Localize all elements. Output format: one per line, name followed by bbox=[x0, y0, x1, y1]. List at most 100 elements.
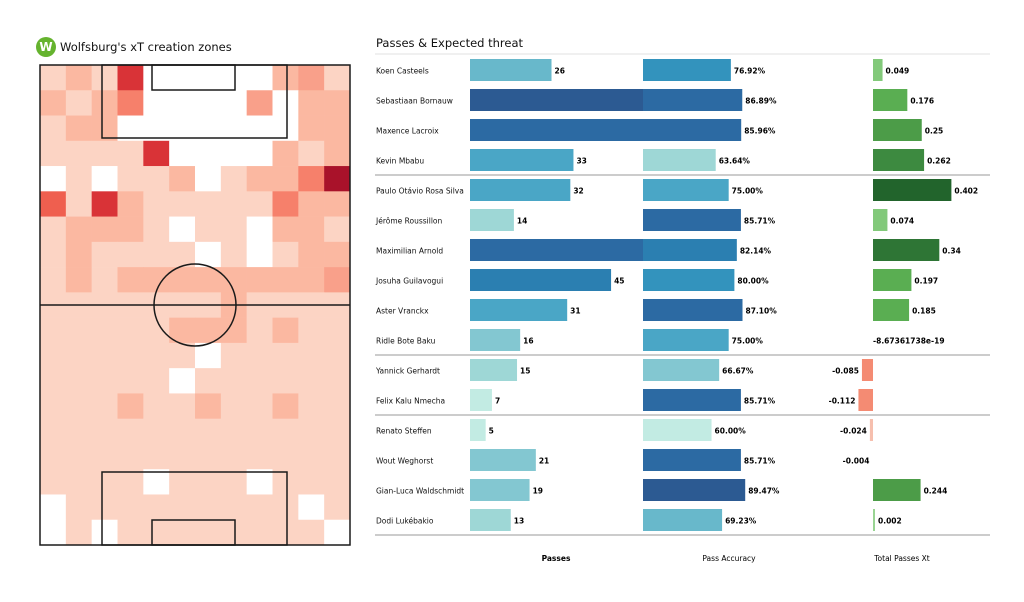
passes-bar bbox=[470, 239, 646, 261]
player-name: Felix Kalu Nmecha bbox=[376, 397, 445, 406]
heatmap-cell bbox=[91, 393, 118, 419]
heatmap-cell bbox=[195, 519, 222, 546]
heatmap-cell bbox=[195, 90, 222, 116]
heatmap-cell bbox=[272, 140, 299, 167]
heatmap-cell bbox=[65, 65, 92, 91]
heatmap-cell bbox=[169, 140, 196, 167]
player-name: Aster Vranckx bbox=[376, 307, 429, 316]
accuracy-label: 85.71% bbox=[744, 457, 776, 466]
heatmap-cell bbox=[195, 418, 222, 445]
heatmap-cell bbox=[272, 90, 299, 116]
heatmap-cell bbox=[91, 494, 118, 521]
player-name: Jérôme Roussillon bbox=[375, 217, 443, 226]
heatmap-cell bbox=[143, 469, 170, 495]
heatmap-cell bbox=[91, 368, 118, 394]
xt-label: 0.25 bbox=[925, 127, 944, 136]
xt-label: 0.197 bbox=[914, 277, 938, 286]
accuracy-label: 89.47% bbox=[748, 487, 780, 496]
xt-label: 0.185 bbox=[912, 307, 936, 316]
heatmap-cell bbox=[324, 443, 351, 470]
player-name: Renato Steffen bbox=[376, 427, 432, 436]
heatmap-cell bbox=[272, 443, 299, 470]
passes-label: 26 bbox=[555, 67, 565, 76]
passes-bar bbox=[470, 479, 530, 501]
heatmap-cell bbox=[117, 216, 144, 243]
heatmap-cell bbox=[91, 216, 118, 243]
heatmap-cell bbox=[220, 368, 247, 394]
heatmap-cell bbox=[324, 191, 351, 217]
passes-bar bbox=[470, 359, 518, 381]
heatmap-cell bbox=[40, 418, 67, 445]
heatmap-cell bbox=[298, 342, 325, 369]
xt-bar bbox=[873, 59, 883, 81]
heatmap-cell bbox=[117, 317, 144, 344]
heatmap-cell bbox=[143, 241, 170, 268]
heatmap-cell bbox=[246, 418, 273, 445]
player-name: Paulo Otávio Rosa Silva bbox=[376, 187, 464, 196]
heatmap-cell bbox=[169, 267, 196, 293]
heatmap-cell bbox=[65, 317, 92, 344]
heatmap-cell bbox=[65, 166, 92, 192]
heatmap-cell bbox=[65, 267, 92, 293]
accuracy-label: 85.71% bbox=[744, 397, 776, 406]
heatmap-cell bbox=[298, 469, 325, 495]
xt-bar bbox=[873, 89, 908, 111]
heatmap-cell bbox=[195, 267, 222, 293]
xt-bar-negative bbox=[861, 359, 873, 381]
heatmap-cell bbox=[91, 443, 118, 470]
player-name: Koen Casteels bbox=[376, 67, 429, 76]
accuracy-column-label: Pass Accuracy bbox=[702, 554, 756, 563]
xt-bar bbox=[873, 239, 940, 261]
heatmap-cell bbox=[246, 90, 273, 116]
player-name: Dodi Lukébakio bbox=[376, 517, 434, 526]
heatmap-cell bbox=[195, 443, 222, 470]
heatmap-cell bbox=[169, 443, 196, 470]
heatmap-cell bbox=[91, 418, 118, 445]
heatmap-cell bbox=[117, 90, 144, 116]
heatmap-cell bbox=[40, 443, 67, 470]
xt-label: -0.004 bbox=[843, 457, 870, 466]
heatmap-cell bbox=[246, 469, 273, 495]
accuracy-bar bbox=[643, 269, 735, 291]
passes-label: 13 bbox=[514, 517, 524, 526]
heatmap-cell bbox=[220, 418, 247, 445]
heatmap-cell bbox=[195, 65, 222, 91]
passes-label: 5 bbox=[489, 427, 494, 436]
heatmap-cell bbox=[220, 140, 247, 167]
passes-label: 21 bbox=[539, 457, 549, 466]
player-name: Gian-Luca Waldschmidt bbox=[376, 487, 464, 496]
xt-label: -0.112 bbox=[829, 397, 856, 406]
heatmap-cell bbox=[65, 494, 92, 521]
passes-label: 45 bbox=[614, 277, 624, 286]
heatmap-cell bbox=[246, 191, 273, 217]
heatmap-cell bbox=[246, 166, 273, 192]
xt-bar bbox=[873, 269, 912, 291]
xt-label: 0.244 bbox=[924, 487, 948, 496]
heatmap-cell bbox=[220, 469, 247, 495]
heatmap-cell bbox=[272, 418, 299, 445]
heatmap-cell bbox=[195, 191, 222, 217]
heatmap-cell bbox=[169, 216, 196, 243]
heatmap-cell bbox=[169, 469, 196, 495]
heatmap-cell bbox=[272, 469, 299, 495]
heatmap-cell bbox=[40, 90, 67, 116]
heatmap-cell bbox=[246, 267, 273, 293]
heatmap-cell bbox=[324, 519, 351, 546]
heatmap-cell bbox=[272, 166, 299, 192]
heatmap-cell bbox=[246, 519, 273, 546]
heatmap-cell bbox=[298, 166, 325, 192]
heatmap-cell bbox=[195, 469, 222, 495]
heatmap-cell bbox=[91, 241, 118, 268]
heatmap-cell bbox=[324, 418, 351, 445]
accuracy-bar bbox=[643, 299, 743, 321]
accuracy-bar bbox=[643, 479, 746, 501]
accuracy-label: 87.10% bbox=[746, 307, 778, 316]
heatmap-cell bbox=[298, 267, 325, 293]
heatmap-cell bbox=[298, 494, 325, 521]
heatmap-cell bbox=[40, 216, 67, 243]
heatmap-cell bbox=[195, 216, 222, 243]
heatmap-cell bbox=[117, 65, 144, 91]
heatmap-cell bbox=[220, 267, 247, 293]
heatmap-cell bbox=[65, 519, 92, 546]
heatmap-cell bbox=[246, 115, 273, 142]
